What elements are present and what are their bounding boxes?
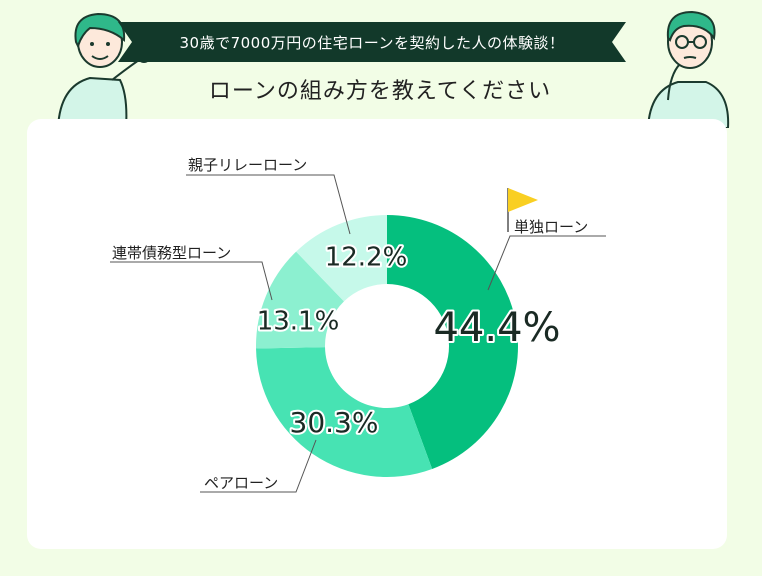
label-single-loan: 単独ローン — [514, 218, 588, 236]
value-label-single-loan: 44.4% — [433, 305, 560, 351]
label-joint-debt-loan: 連帯債務型ローン — [112, 244, 231, 262]
leader-line-joint-debt-loan — [110, 261, 273, 301]
slice-pair-loan — [256, 347, 433, 477]
slice-single-loan — [387, 215, 518, 469]
chart-card — [27, 119, 727, 549]
leader-line-parent-child-relay-loan — [186, 174, 351, 235]
leader-line-pair-loan — [200, 439, 317, 493]
slice-joint-debt-loan — [256, 251, 344, 349]
value-label-joint-debt-loan: 13.1% — [257, 307, 340, 337]
header-banner: 30歳で7000万円の住宅ローンを契約した人の体験談！ — [118, 22, 626, 62]
man-thinking-illustration — [646, 10, 730, 128]
page-subtitle: ローンの組み方を教えてください — [208, 79, 552, 104]
slice-parent-child-relay-loan — [296, 215, 387, 302]
leader-line-single-loan — [487, 235, 606, 291]
banner-title: 30歳で7000万円の住宅ローンを契約した人の体験談！ — [179, 33, 565, 52]
label-parent-child-relay-loan: 親子リレーローン — [188, 156, 307, 174]
label-pair-loan: ペアローン — [204, 474, 278, 492]
flag-icon — [507, 188, 538, 232]
value-label-parent-child-relay-loan: 12.2% — [325, 243, 408, 273]
banner-ribbon-shape — [118, 22, 626, 62]
value-label-pair-loan: 30.3% — [290, 406, 379, 439]
